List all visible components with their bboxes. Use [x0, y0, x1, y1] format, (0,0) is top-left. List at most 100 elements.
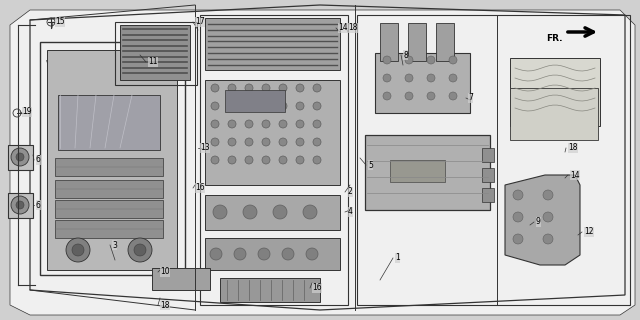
- Circle shape: [234, 248, 246, 260]
- Text: 17: 17: [195, 18, 205, 27]
- Text: 6: 6: [36, 201, 41, 210]
- Bar: [55, 220, 163, 238]
- Circle shape: [243, 205, 257, 219]
- Circle shape: [543, 234, 553, 244]
- Circle shape: [258, 248, 270, 260]
- Circle shape: [543, 212, 553, 222]
- Circle shape: [262, 84, 270, 92]
- Polygon shape: [10, 10, 635, 315]
- Bar: [205, 80, 340, 185]
- Text: 18: 18: [348, 23, 358, 33]
- Bar: [408, 23, 426, 61]
- Circle shape: [211, 138, 219, 146]
- Text: 8: 8: [403, 51, 408, 60]
- Text: 16: 16: [312, 284, 322, 292]
- Text: 13: 13: [200, 143, 210, 153]
- Text: 16: 16: [195, 183, 205, 193]
- Circle shape: [245, 84, 253, 92]
- Polygon shape: [505, 175, 580, 265]
- Text: 15: 15: [55, 18, 65, 27]
- Circle shape: [405, 92, 413, 100]
- Circle shape: [72, 244, 84, 256]
- Text: 7: 7: [468, 93, 473, 102]
- Bar: [115, 22, 197, 85]
- Circle shape: [128, 238, 152, 262]
- Text: 14: 14: [338, 23, 348, 33]
- Circle shape: [273, 205, 287, 219]
- Circle shape: [313, 84, 321, 92]
- Circle shape: [296, 84, 304, 92]
- Circle shape: [211, 84, 219, 92]
- Polygon shape: [47, 50, 177, 270]
- Circle shape: [262, 156, 270, 164]
- Circle shape: [296, 102, 304, 110]
- Circle shape: [513, 190, 523, 200]
- Circle shape: [134, 244, 146, 256]
- Circle shape: [262, 102, 270, 110]
- Circle shape: [405, 56, 413, 64]
- Circle shape: [296, 120, 304, 128]
- Text: 11: 11: [148, 58, 157, 67]
- Circle shape: [279, 156, 287, 164]
- Circle shape: [279, 138, 287, 146]
- Circle shape: [228, 138, 236, 146]
- Text: 5: 5: [368, 161, 373, 170]
- Circle shape: [228, 120, 236, 128]
- Circle shape: [449, 74, 457, 82]
- Circle shape: [296, 138, 304, 146]
- Circle shape: [279, 84, 287, 92]
- Circle shape: [449, 56, 457, 64]
- Text: FR.: FR.: [547, 34, 563, 43]
- Circle shape: [213, 205, 227, 219]
- Bar: [365, 135, 490, 210]
- Text: 1: 1: [395, 253, 400, 262]
- Text: 19: 19: [22, 108, 31, 116]
- Circle shape: [303, 205, 317, 219]
- Circle shape: [427, 56, 435, 64]
- Circle shape: [262, 120, 270, 128]
- Text: 9: 9: [536, 218, 541, 227]
- Bar: [58, 95, 160, 150]
- Text: 4: 4: [348, 207, 353, 217]
- Circle shape: [313, 120, 321, 128]
- Circle shape: [228, 156, 236, 164]
- Text: 12: 12: [584, 228, 593, 236]
- Bar: [55, 180, 163, 198]
- Circle shape: [405, 74, 413, 82]
- Circle shape: [449, 92, 457, 100]
- Circle shape: [279, 102, 287, 110]
- Text: 10: 10: [160, 268, 170, 276]
- Text: 6: 6: [36, 156, 41, 164]
- Bar: [220, 278, 320, 302]
- Circle shape: [245, 156, 253, 164]
- Bar: [380, 23, 398, 61]
- Circle shape: [16, 153, 24, 161]
- Circle shape: [383, 92, 391, 100]
- Circle shape: [427, 74, 435, 82]
- Bar: [120, 25, 190, 80]
- Bar: [510, 58, 600, 126]
- Circle shape: [211, 102, 219, 110]
- Circle shape: [66, 238, 90, 262]
- Bar: [205, 195, 340, 230]
- Circle shape: [513, 212, 523, 222]
- Bar: [375, 53, 470, 113]
- Bar: [482, 168, 494, 182]
- Circle shape: [228, 102, 236, 110]
- Circle shape: [245, 138, 253, 146]
- Circle shape: [427, 92, 435, 100]
- Bar: [225, 90, 285, 112]
- Bar: [510, 88, 598, 140]
- Bar: [205, 18, 340, 70]
- Circle shape: [262, 138, 270, 146]
- Circle shape: [383, 74, 391, 82]
- Circle shape: [11, 148, 29, 166]
- Circle shape: [245, 102, 253, 110]
- Circle shape: [228, 84, 236, 92]
- Circle shape: [313, 156, 321, 164]
- Circle shape: [513, 234, 523, 244]
- Bar: [436, 23, 454, 61]
- Bar: [482, 188, 494, 202]
- Bar: [55, 200, 163, 218]
- Circle shape: [282, 248, 294, 260]
